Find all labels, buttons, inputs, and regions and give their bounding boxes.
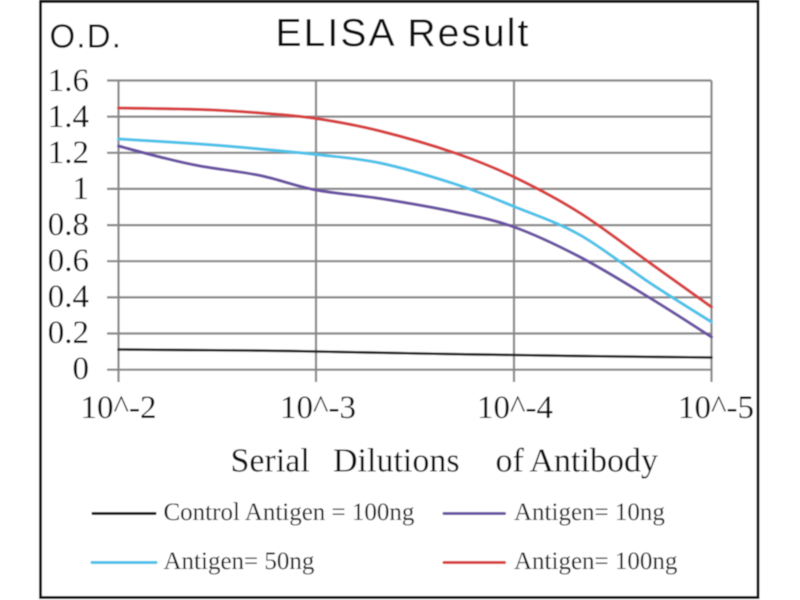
svg-text:10^-4: 10^-4 [477, 390, 553, 426]
svg-text:0.4: 0.4 [48, 279, 89, 315]
svg-text:1.2: 1.2 [48, 135, 89, 171]
svg-text:Antigen= 100ng: Antigen= 100ng [514, 548, 678, 575]
svg-text:0.8: 0.8 [48, 207, 89, 243]
svg-text:Dilutions: Dilutions [333, 443, 460, 480]
svg-text:1: 1 [73, 171, 90, 207]
svg-text:O.D.: O.D. [50, 18, 123, 55]
svg-text:0.6: 0.6 [48, 243, 89, 279]
svg-text:Antibody: Antibody [530, 443, 658, 480]
svg-text:10^-3: 10^-3 [280, 390, 356, 426]
svg-text:0.2: 0.2 [48, 315, 89, 351]
svg-text:Control Antigen = 100ng: Control Antigen = 100ng [164, 499, 415, 526]
svg-text:10^-5: 10^-5 [678, 390, 754, 426]
svg-text:1.6: 1.6 [48, 63, 89, 99]
svg-text:1.4: 1.4 [48, 99, 89, 135]
svg-text:10^-2: 10^-2 [81, 390, 157, 426]
svg-text:Antigen= 10ng: Antigen= 10ng [514, 499, 665, 526]
svg-text:of: of [496, 443, 525, 480]
svg-text:Serial: Serial [231, 443, 310, 480]
svg-text:Antigen= 50ng: Antigen= 50ng [164, 548, 315, 575]
svg-text:ELISA Result: ELISA Result [276, 12, 531, 55]
svg-text:0: 0 [73, 351, 90, 387]
